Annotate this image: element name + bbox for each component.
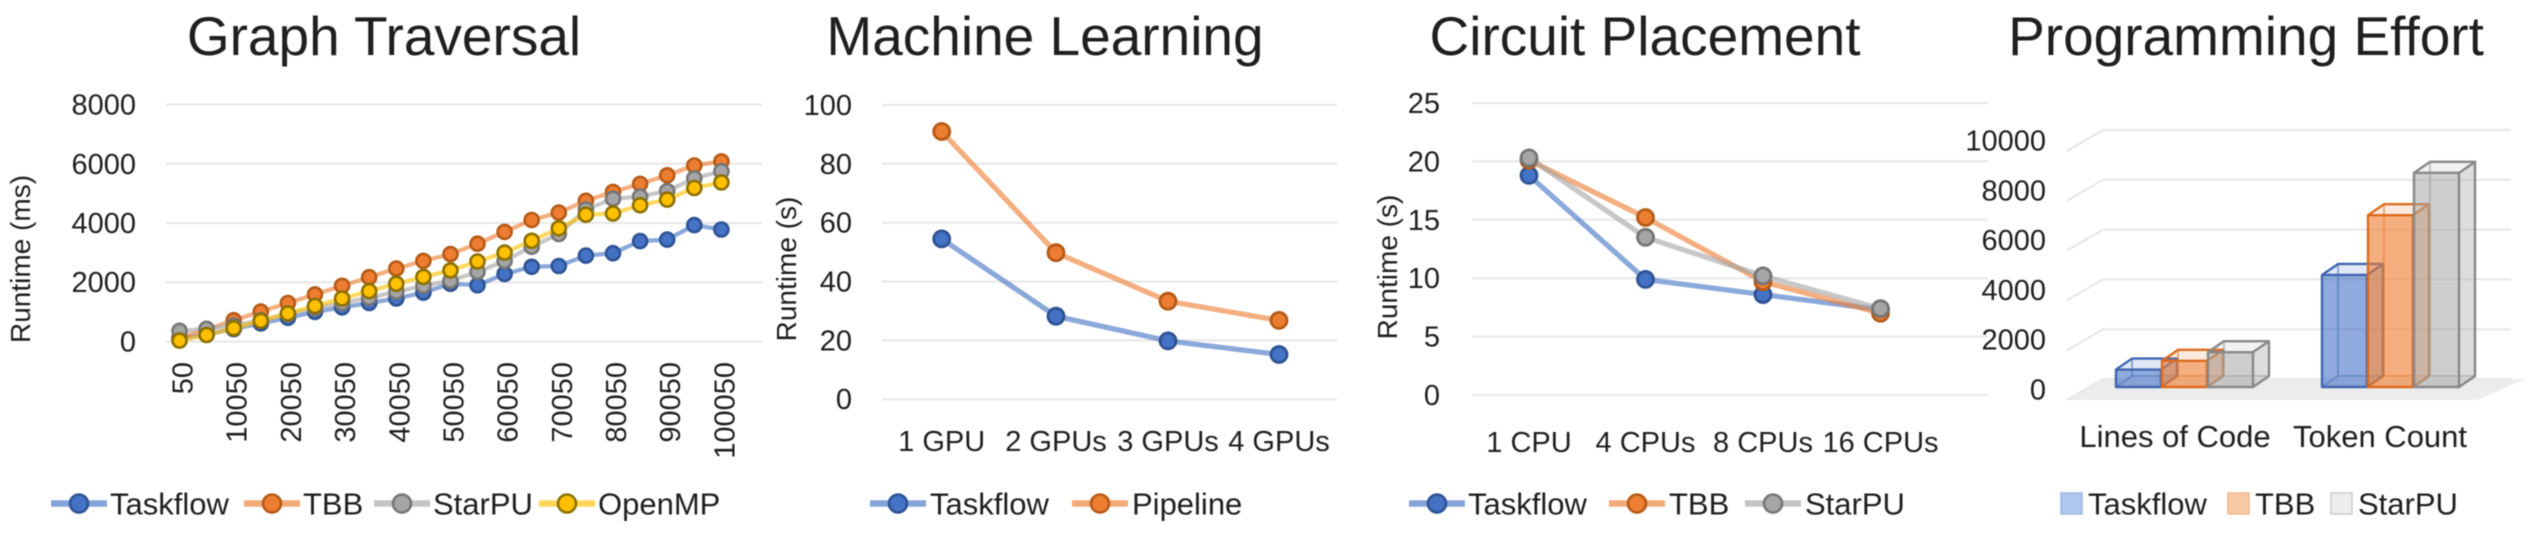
svg-text:8 CPUs: 8 CPUs [1713, 427, 1813, 459]
svg-text:Runtime (ms): Runtime (ms) [5, 175, 36, 343]
svg-text:0: 0 [2030, 375, 2046, 407]
svg-text:Circuit Placement: Circuit Placement [1430, 5, 1861, 67]
svg-text:50050: 50050 [438, 362, 470, 443]
svg-text:80050: 80050 [601, 362, 633, 443]
svg-text:2000: 2000 [71, 267, 136, 299]
svg-text:10: 10 [1408, 263, 1440, 295]
svg-text:Runtime (s): Runtime (s) [771, 197, 802, 342]
svg-text:Graph Traversal: Graph Traversal [187, 5, 581, 67]
svg-text:50: 50 [168, 362, 200, 394]
svg-text:10050: 10050 [222, 362, 254, 443]
svg-text:16 CPUs: 16 CPUs [1822, 427, 1938, 459]
svg-text:Token Count: Token Count [2293, 419, 2467, 454]
svg-text:8000: 8000 [71, 90, 136, 122]
svg-text:1 CPU: 1 CPU [1486, 427, 1571, 459]
svg-text:Machine Learning: Machine Learning [826, 5, 1263, 67]
svg-text:Taskflow: Taskflow [1468, 487, 1587, 522]
svg-text:100050: 100050 [709, 362, 741, 459]
svg-text:StarPU: StarPU [1805, 487, 1905, 522]
svg-text:2000: 2000 [1981, 325, 2046, 357]
svg-text:2 GPUs: 2 GPUs [1005, 426, 1107, 458]
svg-text:40: 40 [820, 267, 852, 299]
svg-text:3 GPUs: 3 GPUs [1117, 426, 1219, 458]
svg-text:TBB: TBB [2255, 487, 2315, 522]
svg-text:0: 0 [120, 327, 136, 359]
svg-text:20050: 20050 [276, 362, 308, 443]
svg-text:OpenMP: OpenMP [598, 487, 720, 522]
svg-text:Runtime (s): Runtime (s) [1372, 195, 1403, 340]
svg-text:Taskflow: Taskflow [110, 487, 229, 522]
svg-text:30050: 30050 [330, 362, 362, 443]
svg-text:0: 0 [836, 384, 852, 416]
svg-text:4 CPUs: 4 CPUs [1596, 427, 1696, 459]
svg-text:6000: 6000 [71, 149, 136, 181]
svg-text:90050: 90050 [655, 362, 687, 443]
svg-text:4000: 4000 [1981, 275, 2046, 307]
svg-text:60050: 60050 [493, 362, 525, 443]
svg-text:15: 15 [1408, 205, 1440, 237]
svg-text:Taskflow: Taskflow [930, 487, 1049, 522]
svg-text:6000: 6000 [1981, 225, 2046, 257]
svg-text:100: 100 [804, 90, 852, 122]
svg-text:25: 25 [1408, 88, 1440, 120]
svg-text:10000: 10000 [1965, 126, 2046, 158]
svg-text:60: 60 [820, 208, 852, 240]
svg-text:4000: 4000 [71, 208, 136, 240]
svg-text:1 GPU: 1 GPU [898, 426, 985, 458]
svg-text:TBB: TBB [1669, 487, 1729, 522]
svg-text:0: 0 [1424, 380, 1440, 412]
svg-text:Pipeline: Pipeline [1132, 487, 1242, 522]
svg-text:70050: 70050 [547, 362, 579, 443]
svg-text:4 GPUs: 4 GPUs [1228, 426, 1330, 458]
svg-text:80: 80 [820, 149, 852, 181]
svg-text:Programming Effort: Programming Effort [2008, 5, 2484, 67]
svg-text:40050: 40050 [384, 362, 416, 443]
svg-text:TBB: TBB [303, 487, 363, 522]
svg-text:StarPU: StarPU [2358, 487, 2458, 522]
svg-text:5: 5 [1424, 322, 1440, 354]
svg-text:20: 20 [820, 325, 852, 357]
svg-text:StarPU: StarPU [433, 487, 533, 522]
svg-text:Taskflow: Taskflow [2088, 487, 2207, 522]
svg-text:20: 20 [1408, 146, 1440, 178]
svg-text:8000: 8000 [1981, 175, 2046, 207]
svg-text:Lines of Code: Lines of Code [2079, 419, 2270, 454]
